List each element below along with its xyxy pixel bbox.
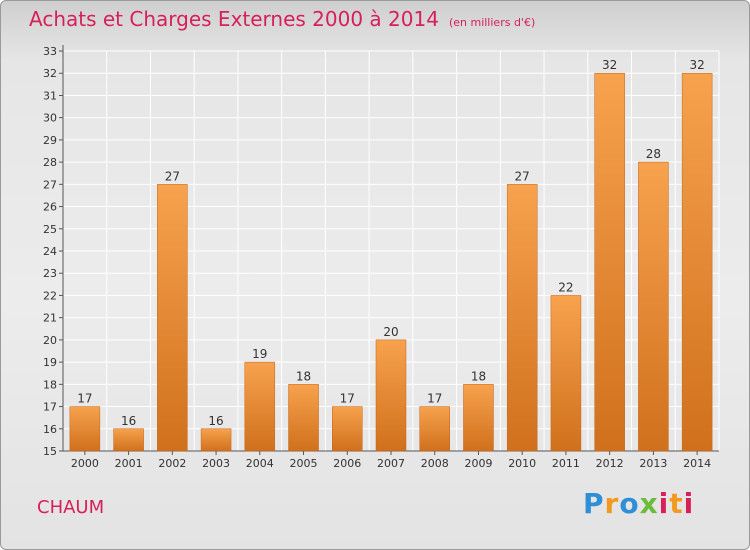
x-tick-label: 2009 (464, 457, 492, 470)
y-tick-label: 33 (43, 45, 57, 58)
y-tick-label: 23 (43, 267, 57, 280)
data-label: 17 (427, 392, 442, 406)
data-label: 32 (602, 58, 617, 72)
x-tick-label: 2014 (683, 457, 711, 470)
data-label: 19 (252, 347, 267, 361)
x-tick-label: 2010 (508, 457, 536, 470)
y-tick-label: 28 (43, 156, 57, 169)
y-tick-label: 30 (43, 112, 57, 125)
bar (69, 406, 101, 452)
data-label: 27 (515, 169, 530, 183)
logo-letter: o (619, 487, 640, 520)
data-label: 18 (471, 369, 486, 383)
data-label: 22 (558, 280, 573, 294)
data-label: 16 (208, 414, 223, 428)
bar (506, 184, 538, 452)
data-label: 17 (77, 392, 92, 406)
logo-letter: t (669, 487, 684, 520)
y-tick-label: 32 (43, 67, 57, 80)
bar (332, 406, 363, 452)
labels: 17 16 27 16 19 18 17 20 17 18 27 22 32 28 32 (77, 58, 705, 428)
data-label: 18 (296, 369, 311, 383)
y-tick-label: 26 (43, 201, 57, 214)
bar (288, 384, 319, 452)
logo-letter: i (683, 487, 695, 520)
data-label: 17 (340, 392, 355, 406)
data-label: 20 (383, 325, 398, 339)
bar (113, 428, 144, 452)
x-tick-label: 2002 (158, 457, 186, 470)
y-tick-label: 24 (43, 245, 57, 258)
bar (419, 406, 450, 452)
x-tick-label: 2003 (202, 457, 230, 470)
y-tick-label: 17 (43, 401, 57, 414)
bar (244, 361, 276, 452)
y-tick-label: 25 (43, 223, 57, 236)
logo-letter: x (639, 487, 659, 520)
data-label: 32 (689, 58, 704, 72)
bar (200, 428, 232, 452)
bar (681, 72, 713, 452)
logo-letter: i (658, 487, 670, 520)
logo-letter: P (583, 487, 605, 520)
x-tick-label: 2004 (246, 457, 274, 470)
chart-unit: (en milliers d'€) (448, 16, 536, 29)
x-tick-label: 2013 (639, 457, 667, 470)
proxiti-logo: Proxiti (583, 487, 694, 520)
y-tick-label: 29 (43, 134, 57, 147)
bars (69, 72, 713, 452)
y-tick-label: 16 (43, 423, 57, 436)
x-tick-label: 2007 (377, 457, 405, 470)
x-tick-label: 2001 (115, 457, 143, 470)
x-tick-label: 2005 (290, 457, 318, 470)
chart-title-text: Achats et Charges Externes 2000 à 2014 (29, 7, 439, 31)
commune-name: CHAUM (37, 497, 105, 518)
data-label: 16 (121, 414, 136, 428)
y-tick-label: 21 (43, 312, 57, 325)
bar (638, 161, 669, 452)
x-tick-label: 2008 (421, 457, 449, 470)
y-tick-label: 20 (43, 334, 57, 347)
data-label: 28 (646, 147, 661, 161)
y-tick-label: 27 (43, 178, 57, 191)
chart-title: Achats et Charges Externes 2000 à 2014 (e… (29, 7, 535, 31)
y-tick-label: 22 (43, 289, 57, 302)
bar (550, 295, 582, 452)
x-tick-label: 2006 (333, 457, 361, 470)
y-tick-label: 19 (43, 356, 57, 369)
y-tick-label: 15 (43, 445, 57, 458)
bar (157, 184, 188, 452)
x-tick-label: 2011 (552, 457, 580, 470)
y-tick-label: 18 (43, 378, 57, 391)
logo-letter: r (604, 487, 620, 520)
x-tick-label: 2012 (596, 457, 624, 470)
bar (463, 384, 494, 452)
bar (594, 72, 625, 452)
bar (375, 339, 407, 452)
x-tick-label: 2000 (71, 457, 99, 470)
y-tick-label: 31 (43, 89, 57, 102)
data-label: 27 (165, 169, 180, 183)
